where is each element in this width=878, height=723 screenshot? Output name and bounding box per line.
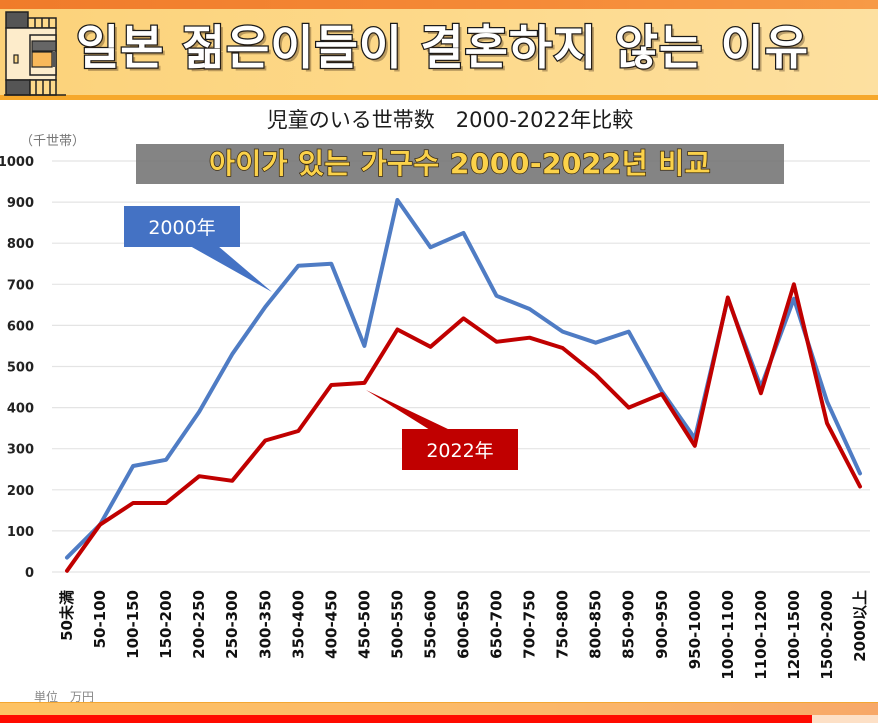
x-tick-label: 700-750 — [521, 590, 539, 659]
x-tick-label: 350-400 — [289, 590, 307, 659]
subtitle-text: 아이가 있는 가구수 2000-2022년 비교 — [208, 146, 711, 181]
x-tick-label: 850-900 — [620, 590, 638, 659]
x-tick-label: 650-700 — [488, 590, 506, 659]
y-tick-label: 200 — [7, 484, 34, 499]
banner-title: 일본 젊은이들이 결혼하지 않는 이유 — [75, 20, 810, 78]
bottom-bar — [0, 703, 878, 715]
x-tick-label: 950-1000 — [686, 590, 704, 669]
y-axis-unit: （千世帯） — [20, 134, 86, 149]
callout-2022-box — [402, 429, 518, 470]
x-tick-label: 600-650 — [455, 590, 473, 659]
y-tick-label: 0 — [25, 566, 34, 581]
x-tick-label: 1100-1200 — [752, 590, 770, 680]
banner-divider — [0, 95, 878, 100]
x-tick-label: 1500-2000 — [818, 590, 836, 680]
x-tick-label: 100-150 — [124, 590, 142, 659]
x-tick-label: 50未満 — [58, 590, 76, 641]
callout-2022-label: 2022年 — [426, 440, 493, 462]
x-tick-label: 1000-1100 — [719, 590, 737, 680]
x-tick-label: 900-950 — [653, 590, 671, 659]
y-tick-label: 100 — [7, 525, 34, 540]
top-strip — [0, 0, 878, 9]
x-tick-label: 300-350 — [256, 590, 274, 659]
x-tick-label: 400-450 — [322, 590, 340, 659]
series-line-2000 — [65, 198, 862, 560]
callouts: 2000年 2022年 — [124, 206, 518, 470]
y-tick-label: 900 — [7, 196, 34, 211]
x-tick-label: 250-300 — [223, 590, 241, 659]
y-tick-label: 500 — [7, 361, 34, 376]
title-banner — [0, 9, 878, 95]
x-tick-label: 550-600 — [421, 590, 439, 659]
building-icon — [4, 11, 66, 96]
y-axis-ticks: 0 100 200 300 400 500 600 700 800 900 1000 — [0, 155, 34, 581]
y-tick-label: 400 — [7, 402, 34, 417]
y-tick-label: 1000 — [0, 155, 34, 170]
x-tick-label: 750-800 — [554, 590, 572, 659]
x-axis-ticks: 50未満 50-100 100-150 150-200 200-250 250-300 30… — [58, 590, 869, 680]
chart-title: 児童のいる世帯数 2000-2022年比較 — [266, 108, 634, 132]
y-tick-label: 600 — [7, 319, 34, 334]
callout-2000-label: 2000年 — [148, 217, 215, 239]
series-lines — [65, 198, 862, 573]
x-tick-label: 2000以上 — [851, 590, 869, 662]
x-tick-label: 1200-1500 — [785, 590, 803, 680]
video-progress-fill[interactable] — [0, 715, 813, 723]
x-tick-label: 500-550 — [388, 590, 406, 659]
y-tick-label: 800 — [7, 237, 34, 252]
x-tick-label: 150-200 — [157, 590, 175, 659]
x-tick-label: 450-500 — [355, 590, 373, 659]
x-tick-label: 200-250 — [190, 590, 208, 659]
x-tick-label: 50-100 — [91, 590, 109, 648]
y-tick-label: 700 — [7, 278, 34, 293]
subtitle-overlay — [136, 144, 784, 184]
y-tick-label: 300 — [7, 443, 34, 458]
x-tick-label: 800-850 — [587, 590, 605, 659]
callout-2000-pointer — [190, 246, 272, 292]
callout-2022-pointer — [366, 390, 450, 430]
callout-2000-box — [124, 206, 240, 247]
gridlines — [52, 160, 870, 573]
x-axis-unit: 単位 万円 — [34, 690, 95, 704]
